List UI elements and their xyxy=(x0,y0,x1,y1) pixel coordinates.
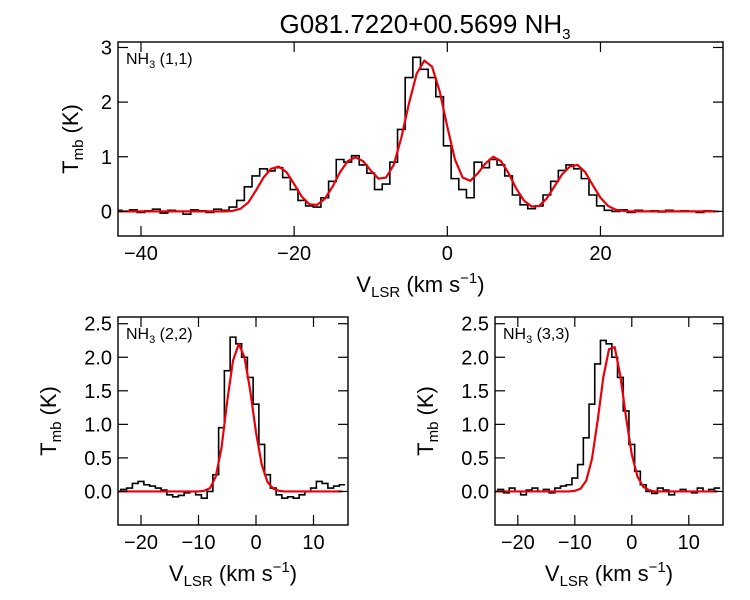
y-axis-label: Tmb (K) xyxy=(36,386,65,456)
spectrum-histogram xyxy=(118,336,346,499)
spectrum-histogram xyxy=(495,339,721,496)
x-tick-label: −10 xyxy=(558,532,592,554)
x-tick-label: 20 xyxy=(589,243,611,265)
fit-curve xyxy=(118,342,343,493)
fit-curve xyxy=(118,59,716,213)
panel-label: NH3 (1,1) xyxy=(126,51,193,71)
plot-frame xyxy=(117,41,724,237)
panel-label: NH3 (2,2) xyxy=(126,326,193,346)
fit-curve xyxy=(495,346,718,493)
y-tick-label: 0.0 xyxy=(84,481,112,503)
x-tick-label: −10 xyxy=(182,532,216,554)
x-tick-label: 0 xyxy=(626,532,637,554)
plot-frame xyxy=(117,316,349,526)
y-tick-label: 0.0 xyxy=(461,481,489,503)
panel-label: NH3 (3,3) xyxy=(503,326,570,346)
x-tick-label: 10 xyxy=(302,532,324,554)
y-tick-label: 0 xyxy=(101,201,112,223)
x-tick-label: 0 xyxy=(250,532,261,554)
panels: −40 −20 0 20 0 1 2 3 NH3 (1,1) VLSR (km s−1) Tmb (… xyxy=(36,37,724,590)
panel-2: −20 −10 0 10 0.0 0.5 1.0 1.5 2.0 2.5 NH3 (2,2) VLSR… xyxy=(36,314,349,590)
y-tick-label: 1 xyxy=(101,147,112,169)
x-tick-label: −40 xyxy=(124,243,158,265)
x-tick-label: −20 xyxy=(124,532,158,554)
y-axis-label: Tmb (K) xyxy=(58,104,87,174)
y-tick-label: 1.5 xyxy=(461,381,489,403)
x-tick-label: 0 xyxy=(442,243,453,265)
y-tick-label: 2.0 xyxy=(461,347,489,369)
y-tick-label: 0.5 xyxy=(84,448,112,470)
plot-frame xyxy=(494,316,724,526)
y-tick-label: 3 xyxy=(101,37,112,59)
x-axis-label: VLSR (km s−1) xyxy=(356,270,484,301)
x-tick-label: −20 xyxy=(277,243,311,265)
x-tick-label: 10 xyxy=(678,532,700,554)
spectrum-histogram xyxy=(118,56,720,215)
y-tick-label: 1.5 xyxy=(84,381,112,403)
y-tick-label: 2.5 xyxy=(84,314,112,336)
panel-1: −40 −20 0 20 0 1 2 3 NH3 (1,1) VLSR (km s−1) Tmb (… xyxy=(58,37,724,301)
x-axis-label: VLSR (km s−1) xyxy=(545,559,673,590)
x-axis-label: VLSR (km s−1) xyxy=(169,559,297,590)
y-tick-label: 2 xyxy=(101,92,112,114)
x-tick-label: −20 xyxy=(501,532,535,554)
y-tick-label: 2.5 xyxy=(461,314,489,336)
y-tick-label: 1.0 xyxy=(461,414,489,436)
y-tick-label: 1.0 xyxy=(84,414,112,436)
y-axis-label: Tmb (K) xyxy=(413,386,442,456)
panel-3: −20 −10 0 10 0.0 0.5 1.0 1.5 2.0 2.5 NH3 (3,3) VLSR… xyxy=(413,314,724,590)
y-tick-label: 0.5 xyxy=(461,448,489,470)
y-tick-label: 2.0 xyxy=(84,347,112,369)
figure-title: G081.7220+00.5699 NH3 xyxy=(280,9,571,43)
